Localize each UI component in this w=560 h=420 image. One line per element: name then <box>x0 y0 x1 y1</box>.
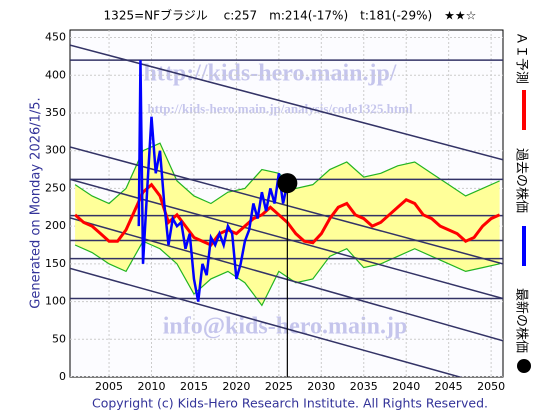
legend-label: ＡＩ予測 <box>514 32 529 84</box>
plot: http://kids-hero.main.jp/http://kids-her… <box>70 30 503 377</box>
x-tick-label: 2025 <box>265 380 293 393</box>
legend-label: 最新の株価 <box>514 288 530 353</box>
y-tick-label: 50 <box>52 332 66 345</box>
x-tick-label: 2035 <box>350 380 378 393</box>
x-tick-label: 2050 <box>477 380 505 393</box>
x-tick-label: 2045 <box>435 380 463 393</box>
trend-line <box>70 44 503 161</box>
y-tick-label: 200 <box>45 219 66 232</box>
y-tick-label: 150 <box>45 257 66 270</box>
y-tick-label: 300 <box>45 144 66 157</box>
x-tick-label: 2020 <box>222 380 250 393</box>
y-tick-label: 100 <box>45 295 66 308</box>
legend-key <box>517 359 531 373</box>
x-tick-label: 2030 <box>307 380 335 393</box>
y-tick-label: 400 <box>45 68 66 81</box>
y-tick-label: 0 <box>59 370 66 383</box>
latest-point <box>277 173 298 194</box>
legend-label: 過去の株価 <box>514 148 529 213</box>
watermark: info@kids-hero.main.jp <box>163 314 408 340</box>
footer: Copyright (c) Kids-Hero Research Institu… <box>92 396 488 411</box>
trend-line <box>70 267 463 377</box>
y-tick-label: 250 <box>45 181 66 194</box>
x-tick-label: 2010 <box>138 380 166 393</box>
x-tick-label: 2015 <box>180 380 208 393</box>
side-note: Generated on Monday 2026/1/5. <box>29 97 44 308</box>
y-tick-label: 350 <box>45 106 66 119</box>
watermark: http://kids-hero.main.jp/ <box>144 61 397 87</box>
chart-title: 1325=NFブラジル c:257 m:214(-17%) t:181(-29%… <box>104 8 477 23</box>
x-tick-label: 2040 <box>392 380 420 393</box>
watermark: http://kids-hero.main.jp/analysis/code13… <box>147 101 413 116</box>
y-tick-label: 450 <box>45 31 66 44</box>
series-line <box>137 60 289 302</box>
x-tick-label: 2005 <box>95 380 123 393</box>
